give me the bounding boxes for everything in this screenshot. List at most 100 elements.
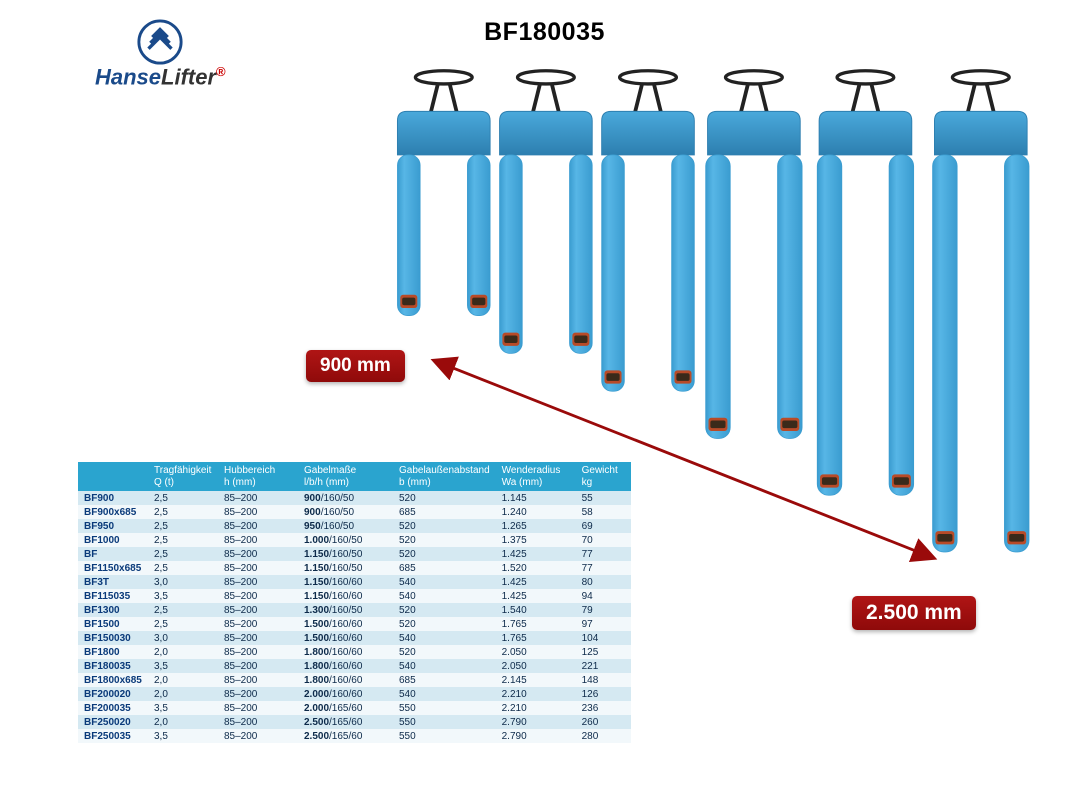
table-row: BF2500202,085–2002.500/165/605502.790260 [78,715,631,729]
table-header [78,462,148,491]
table-cell: 2.050 [496,659,576,673]
table-cell: BF115035 [78,589,148,603]
table-row: BF9502,585–200950/160/505201.26569 [78,519,631,533]
table-cell: 85–200 [218,505,298,519]
table-header: Gabelaußenabstandb (mm) [393,462,496,491]
table-cell: 1.150/160/50 [298,561,393,575]
spec-table-body: BF9002,585–200900/160/505201.14555BF900x… [78,491,631,743]
table-cell: 1.765 [496,631,576,645]
spec-table: TragfähigkeitQ (t)Hubbereichh (mm)Gabelm… [78,462,631,743]
table-cell: 126 [576,687,631,701]
table-cell: 2.210 [496,701,576,715]
table-cell: 85–200 [218,645,298,659]
spec-table-head: TragfähigkeitQ (t)Hubbereichh (mm)Gabelm… [78,462,631,491]
table-cell: 125 [576,645,631,659]
table-cell: 85–200 [218,631,298,645]
table-cell: 3,5 [148,659,218,673]
table-cell: 70 [576,533,631,547]
table-cell: 550 [393,715,496,729]
table-row: BF13002,585–2001.300/160/505201.54079 [78,603,631,617]
table-cell: 97 [576,617,631,631]
logo-text-hanse: Hanse [95,64,161,89]
table-cell: 2.500/165/60 [298,715,393,729]
table-cell: 520 [393,617,496,631]
table-cell: BF3T [78,575,148,589]
table-cell: 2,0 [148,715,218,729]
table-cell: 1.145 [496,491,576,505]
table-cell: 1.150/160/60 [298,575,393,589]
table-cell: 540 [393,659,496,673]
table-cell: 950/160/50 [298,519,393,533]
table-cell: 148 [576,673,631,687]
table-cell: 520 [393,533,496,547]
table-cell: 2.500/165/60 [298,729,393,743]
table-cell: 2,0 [148,687,218,701]
table-cell: 2.145 [496,673,576,687]
table-cell: 1.375 [496,533,576,547]
table-cell: 2,0 [148,645,218,659]
table-row: BF9002,585–200900/160/505201.14555 [78,491,631,505]
table-cell: 3,5 [148,589,218,603]
table-cell: 900/160/50 [298,491,393,505]
table-cell: 540 [393,687,496,701]
table-cell: 2.000/160/60 [298,687,393,701]
table-cell: 80 [576,575,631,589]
table-cell: 3,0 [148,631,218,645]
table-cell: 85–200 [218,589,298,603]
logo-text-lifter: Lifter [161,64,216,89]
table-cell: 85–200 [218,533,298,547]
table-cell: 280 [576,729,631,743]
table-cell: 2.000/165/60 [298,701,393,715]
table-cell: 1.800/160/60 [298,645,393,659]
table-cell: 85–200 [218,575,298,589]
table-cell: 1.520 [496,561,576,575]
table-cell: 221 [576,659,631,673]
table-cell: 540 [393,589,496,603]
table-header: Gewichtkg [576,462,631,491]
table-cell: 1.425 [496,589,576,603]
table-cell: 1.425 [496,547,576,561]
table-cell: 85–200 [218,673,298,687]
table-cell: BF1150x685 [78,561,148,575]
table-cell: BF1800x685 [78,673,148,687]
table-row: BF1150x6852,585–2001.150/160/506851.5207… [78,561,631,575]
table-cell: 104 [576,631,631,645]
table-cell: 2,5 [148,533,218,547]
table-cell: 2.790 [496,715,576,729]
table-cell: 2,0 [148,673,218,687]
table-cell: BF250035 [78,729,148,743]
table-cell: 236 [576,701,631,715]
table-cell: 550 [393,701,496,715]
table-row: BF1800x6852,085–2001.800/160/606852.1451… [78,673,631,687]
table-cell: 540 [393,575,496,589]
table-cell: 55 [576,491,631,505]
table-cell: 69 [576,519,631,533]
table-cell: 1.265 [496,519,576,533]
table-cell: 1.540 [496,603,576,617]
table-row: BF1800353,585–2001.800/160/605402.050221 [78,659,631,673]
table-cell: 2.210 [496,687,576,701]
table-cell: BF950 [78,519,148,533]
table-cell: 2,5 [148,547,218,561]
table-cell: 85–200 [218,617,298,631]
table-cell: 520 [393,645,496,659]
table-cell: 77 [576,547,631,561]
table-cell: BF250020 [78,715,148,729]
table-cell: 1.425 [496,575,576,589]
table-cell: 1.500/160/60 [298,631,393,645]
logo-text: HanseLifter® [95,64,226,90]
table-row: BF900x6852,585–200900/160/506851.24058 [78,505,631,519]
table-cell: 550 [393,729,496,743]
table-cell: 685 [393,673,496,687]
table-cell: 85–200 [218,603,298,617]
table-cell: 85–200 [218,547,298,561]
table-cell: BF1000 [78,533,148,547]
table-row: BF1150353,585–2001.150/160/605401.42594 [78,589,631,603]
table-cell: 2,5 [148,519,218,533]
table-cell: 58 [576,505,631,519]
table-cell: 85–200 [218,491,298,505]
table-row: BF18002,085–2001.800/160/605202.050125 [78,645,631,659]
table-cell: BF [78,547,148,561]
table-cell: 2.790 [496,729,576,743]
table-cell: 520 [393,519,496,533]
